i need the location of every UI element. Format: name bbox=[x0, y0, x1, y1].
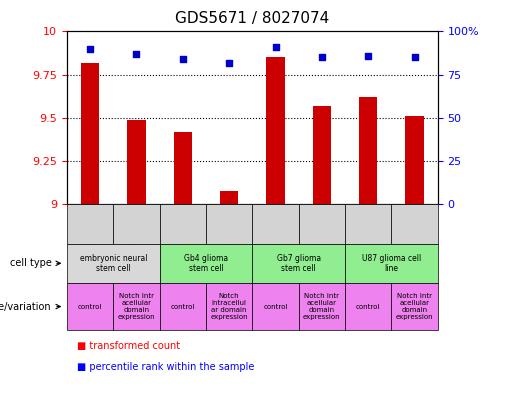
Bar bbox=[127, 119, 146, 204]
Text: ■ transformed count: ■ transformed count bbox=[77, 341, 180, 351]
Text: Gb7 glioma
stem cell: Gb7 glioma stem cell bbox=[277, 253, 321, 273]
Point bbox=[318, 54, 326, 61]
Text: Gb4 glioma
stem cell: Gb4 glioma stem cell bbox=[184, 253, 228, 273]
Text: control: control bbox=[78, 303, 102, 310]
Bar bbox=[359, 97, 377, 204]
Text: ■ percentile rank within the sample: ■ percentile rank within the sample bbox=[77, 362, 254, 373]
Bar bbox=[174, 132, 192, 204]
Bar bbox=[405, 116, 424, 204]
Bar bbox=[220, 191, 238, 204]
Point bbox=[86, 46, 94, 52]
Text: genotype/variation: genotype/variation bbox=[0, 301, 52, 312]
Bar bbox=[266, 57, 285, 204]
Text: embryonic neural
stem cell: embryonic neural stem cell bbox=[79, 253, 147, 273]
Point bbox=[271, 44, 280, 50]
Point bbox=[364, 53, 372, 59]
Text: control: control bbox=[170, 303, 195, 310]
Title: GDS5671 / 8027074: GDS5671 / 8027074 bbox=[175, 11, 330, 26]
Bar bbox=[313, 106, 331, 204]
Text: Notch intr
acellular
domain
expression: Notch intr acellular domain expression bbox=[396, 293, 434, 320]
Text: control: control bbox=[263, 303, 288, 310]
Text: control: control bbox=[356, 303, 381, 310]
Text: cell type: cell type bbox=[10, 258, 52, 268]
Text: Notch intr
acellular
domain
expression: Notch intr acellular domain expression bbox=[117, 293, 156, 320]
Bar bbox=[81, 62, 99, 204]
Point bbox=[179, 56, 187, 62]
Text: Notch
intracellul
ar domain
expression: Notch intracellul ar domain expression bbox=[210, 293, 248, 320]
Text: U87 glioma cell
line: U87 glioma cell line bbox=[362, 253, 421, 273]
Point bbox=[225, 59, 233, 66]
Point bbox=[132, 51, 141, 57]
Text: Notch intr
acellular
domain
expression: Notch intr acellular domain expression bbox=[303, 293, 341, 320]
Point bbox=[410, 54, 419, 61]
